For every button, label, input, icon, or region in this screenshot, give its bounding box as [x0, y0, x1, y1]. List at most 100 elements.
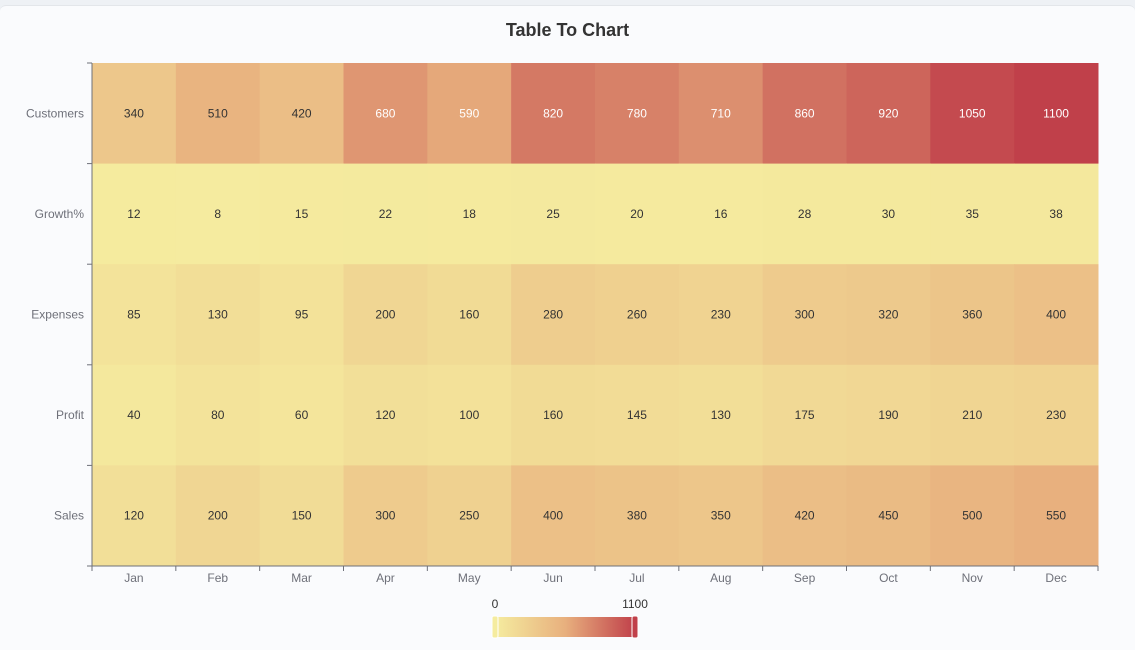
x-axis-label: May	[458, 571, 481, 585]
heatmap-cell	[678, 264, 764, 366]
cell-value-label: 150	[292, 509, 312, 523]
heatmap-cell	[846, 465, 931, 567]
heatmap-cell	[427, 364, 512, 466]
cell-value-label: 120	[375, 408, 395, 422]
cell-value-label: 420	[795, 509, 815, 523]
heatmap-cell	[427, 163, 512, 265]
cell-value-label: 590	[459, 106, 479, 120]
heatmap-cell	[595, 163, 680, 265]
cell-value-label: 450	[878, 509, 898, 523]
heatmap-cell	[511, 364, 596, 466]
cell-value-label: 860	[795, 106, 815, 120]
cell-value-label: 420	[292, 106, 312, 120]
heatmap-cell	[343, 465, 428, 567]
cell-value-label: 200	[375, 308, 395, 322]
cell-value-label: 680	[375, 106, 395, 120]
heatmap-cell	[92, 63, 177, 165]
heatmap-cell	[511, 264, 596, 366]
y-axis-label: Customers	[26, 106, 84, 120]
cell-value-label: 350	[711, 509, 731, 523]
cell-value-label: 95	[295, 308, 309, 322]
heatmap-cell	[762, 264, 847, 366]
heatmap-cell	[175, 163, 261, 265]
heatmap-cell	[846, 364, 931, 466]
cell-value-label: 780	[627, 106, 647, 120]
heatmap-cell	[678, 465, 764, 567]
cell-value-label: 30	[882, 207, 896, 221]
heatmap-cell	[175, 364, 261, 466]
heatmap-cell	[1014, 264, 1099, 366]
x-axis-label: Nov	[962, 571, 983, 585]
visual-map-max-label: 1100	[622, 597, 648, 611]
cell-value-label: 1050	[959, 106, 986, 120]
chart-title: Table To Chart	[505, 20, 630, 40]
cell-value-label: 710	[711, 106, 731, 120]
heatmap-cell	[427, 63, 512, 165]
heatmap-cell	[595, 264, 680, 366]
cell-value-label: 260	[627, 308, 647, 322]
cell-value-label: 300	[795, 308, 815, 322]
heatmap-cell	[762, 465, 847, 567]
heatmap-cell	[259, 364, 344, 466]
cell-value-label: 400	[1046, 308, 1066, 322]
cell-value-label: 100	[459, 408, 479, 422]
heatmap-cell	[1014, 465, 1099, 567]
cell-value-label: 230	[711, 308, 731, 322]
heatmap-cell	[762, 364, 847, 466]
visual-map-handle-min[interactable]	[491, 615, 499, 639]
heatmap-cell	[175, 63, 261, 165]
visual-map-min-label: 0	[492, 597, 499, 611]
cell-value-label: 40	[127, 408, 141, 422]
cell-value-label: 16	[714, 207, 728, 221]
heatmap-cell	[343, 163, 428, 265]
cell-value-label: 25	[546, 207, 560, 221]
heatmap-cell	[343, 364, 428, 466]
x-axis-label: Jan	[124, 571, 143, 585]
y-axis-label: Profit	[56, 408, 85, 422]
cell-value-label: 120	[124, 509, 144, 523]
x-axis-label: Mar	[291, 571, 312, 585]
heatmap-cell	[92, 465, 177, 567]
cell-value-label: 15	[295, 207, 309, 221]
cell-value-label: 145	[627, 408, 647, 422]
cell-value-label: 380	[627, 509, 647, 523]
heatmap-cell	[427, 465, 512, 567]
cell-value-label: 18	[463, 207, 477, 221]
cell-value-label: 400	[543, 509, 563, 523]
heatmap-cell	[678, 163, 764, 265]
heatmap-cell	[92, 264, 177, 366]
heatmap-cell	[92, 364, 177, 466]
heatmap-cell	[930, 465, 1015, 567]
cell-value-label: 360	[962, 308, 982, 322]
cell-value-label: 35	[966, 207, 980, 221]
cell-value-label: 550	[1046, 509, 1066, 523]
x-axis-label: Sep	[794, 571, 816, 585]
cell-value-label: 300	[375, 509, 395, 523]
heatmap-cell	[762, 63, 847, 165]
x-axis-label: Jul	[629, 571, 644, 585]
cell-value-label: 1100	[1043, 106, 1069, 120]
heatmap-cell	[343, 63, 428, 165]
cell-value-label: 175	[795, 408, 815, 422]
cell-value-label: 160	[459, 308, 479, 322]
heatmap-cell	[259, 465, 344, 567]
cell-value-label: 820	[543, 106, 563, 120]
cell-value-label: 190	[878, 408, 898, 422]
cell-value-label: 28	[798, 207, 812, 221]
heatmap-cell	[511, 465, 596, 567]
heatmap-cell	[343, 264, 428, 366]
cell-value-label: 280	[543, 308, 563, 322]
x-axis-label: Feb	[207, 571, 228, 585]
heatmap-cell	[930, 364, 1015, 466]
cell-value-label: 80	[211, 408, 225, 422]
cell-value-label: 320	[878, 308, 898, 322]
cell-value-label: 60	[295, 408, 309, 422]
cell-value-label: 22	[379, 207, 393, 221]
x-axis-label: Oct	[879, 571, 898, 585]
heatmap-cell	[1014, 63, 1099, 165]
visual-map-handle-max[interactable]	[631, 615, 639, 639]
x-axis-label: Jun	[543, 571, 562, 585]
cell-value-label: 130	[208, 308, 228, 322]
cell-value-label: 340	[124, 106, 144, 120]
